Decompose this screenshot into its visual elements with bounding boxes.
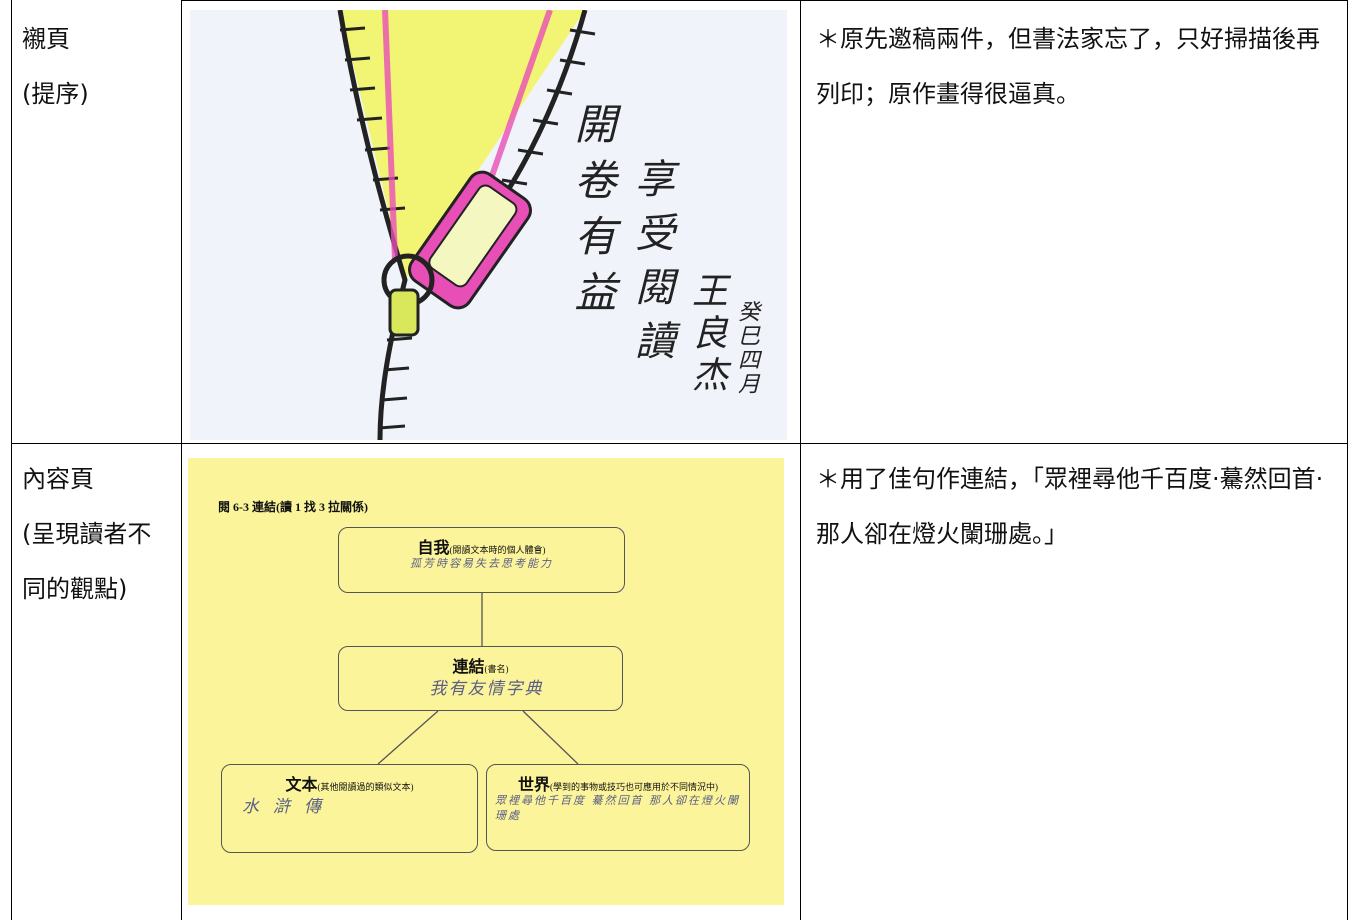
box-title: 文本 (285, 777, 318, 794)
box-heading: 文本(其他閱讀過的類似文本) (222, 771, 477, 795)
row-label: 內容頁 (呈現讀者不同的觀點) (22, 452, 152, 617)
table-border (181, 0, 1347, 1)
worksheet-box: 自我(閱讀文本時的個人體會) 孤芳時容易失去思考能力 (338, 527, 625, 593)
worksheet-lines (377, 593, 579, 765)
box-heading: 連結(書名) (339, 653, 622, 677)
note: ＊原先邀稿兩件，但書法家忘了，只好掃描後再列印；原作畫得很逼真。 (816, 25, 1320, 108)
row-label: 襯頁 (提序) (22, 12, 152, 122)
box-hint: (其他閱讀過的類似文本) (317, 782, 414, 792)
handwritten-answer: 我有友情字典 (429, 679, 544, 699)
label-line: (呈現讀者不同的觀點) (22, 520, 152, 603)
box-title: 世界 (517, 777, 550, 794)
handwritten-answer: 孤芳時容易失去思考能力 (410, 557, 553, 570)
table-border (11, 0, 12, 920)
box-title: 連結 (452, 659, 485, 676)
box-heading: 世界(學到的事物或技巧也可應用於不同情況中) (487, 771, 749, 795)
box-hint: (書名) (484, 664, 509, 674)
zipper-drawing (337, 10, 596, 440)
note: ＊用了佳句作連結，「眾裡尋他千百度·驀然回首·那人卻在燈火闌珊處。」 (816, 465, 1324, 548)
handwritten-answer: 水滸傳 (242, 797, 335, 817)
calligraphy: 癸巳四月 (734, 300, 759, 396)
table-border (1347, 0, 1348, 920)
worksheet-box: 連結(書名) 我有友情字典 (338, 646, 623, 711)
label-line: 襯頁 (22, 25, 70, 53)
box-hint: (閱讀文本時的個人體會) (449, 545, 546, 555)
table-border (800, 0, 801, 920)
worksheet-image: 閱 6-3 連結(讀 1 找 3 拉關係) 自我(閱讀文本時的個人體會) 孤芳時容… (188, 458, 784, 905)
calligraphy: 享受閱讀 (628, 158, 674, 374)
table-border (181, 0, 182, 920)
calligraphy: 開卷有益 (568, 102, 617, 326)
zipper-image: 開卷有益 享受閱讀 王良杰 癸巳四月 (190, 10, 787, 440)
box-heading: 自我(閱讀文本時的個人體會) (339, 534, 624, 558)
worksheet-heading: 閱 6-3 連結(讀 1 找 3 拉關係) (218, 500, 368, 514)
calligraphy: 王良杰 (686, 272, 727, 398)
worksheet-box: 世界(學到的事物或技巧也可應用於不同情況中) 眾裡尋他千百度 驀然回首 那人卻在燈… (486, 764, 750, 851)
handwritten-answer: 眾裡尋他千百度 驀然回首 那人卻在燈火闌珊處 (495, 794, 740, 822)
label-line: (提序) (22, 80, 89, 108)
box-title: 自我 (417, 540, 450, 557)
box-hint: (學到的事物或技巧也可應用於不同情況中) (550, 782, 718, 792)
label-line: 內容頁 (22, 465, 94, 493)
table-border (11, 443, 1347, 444)
worksheet-box: 文本(其他閱讀過的類似文本) 水滸傳 (221, 764, 478, 853)
